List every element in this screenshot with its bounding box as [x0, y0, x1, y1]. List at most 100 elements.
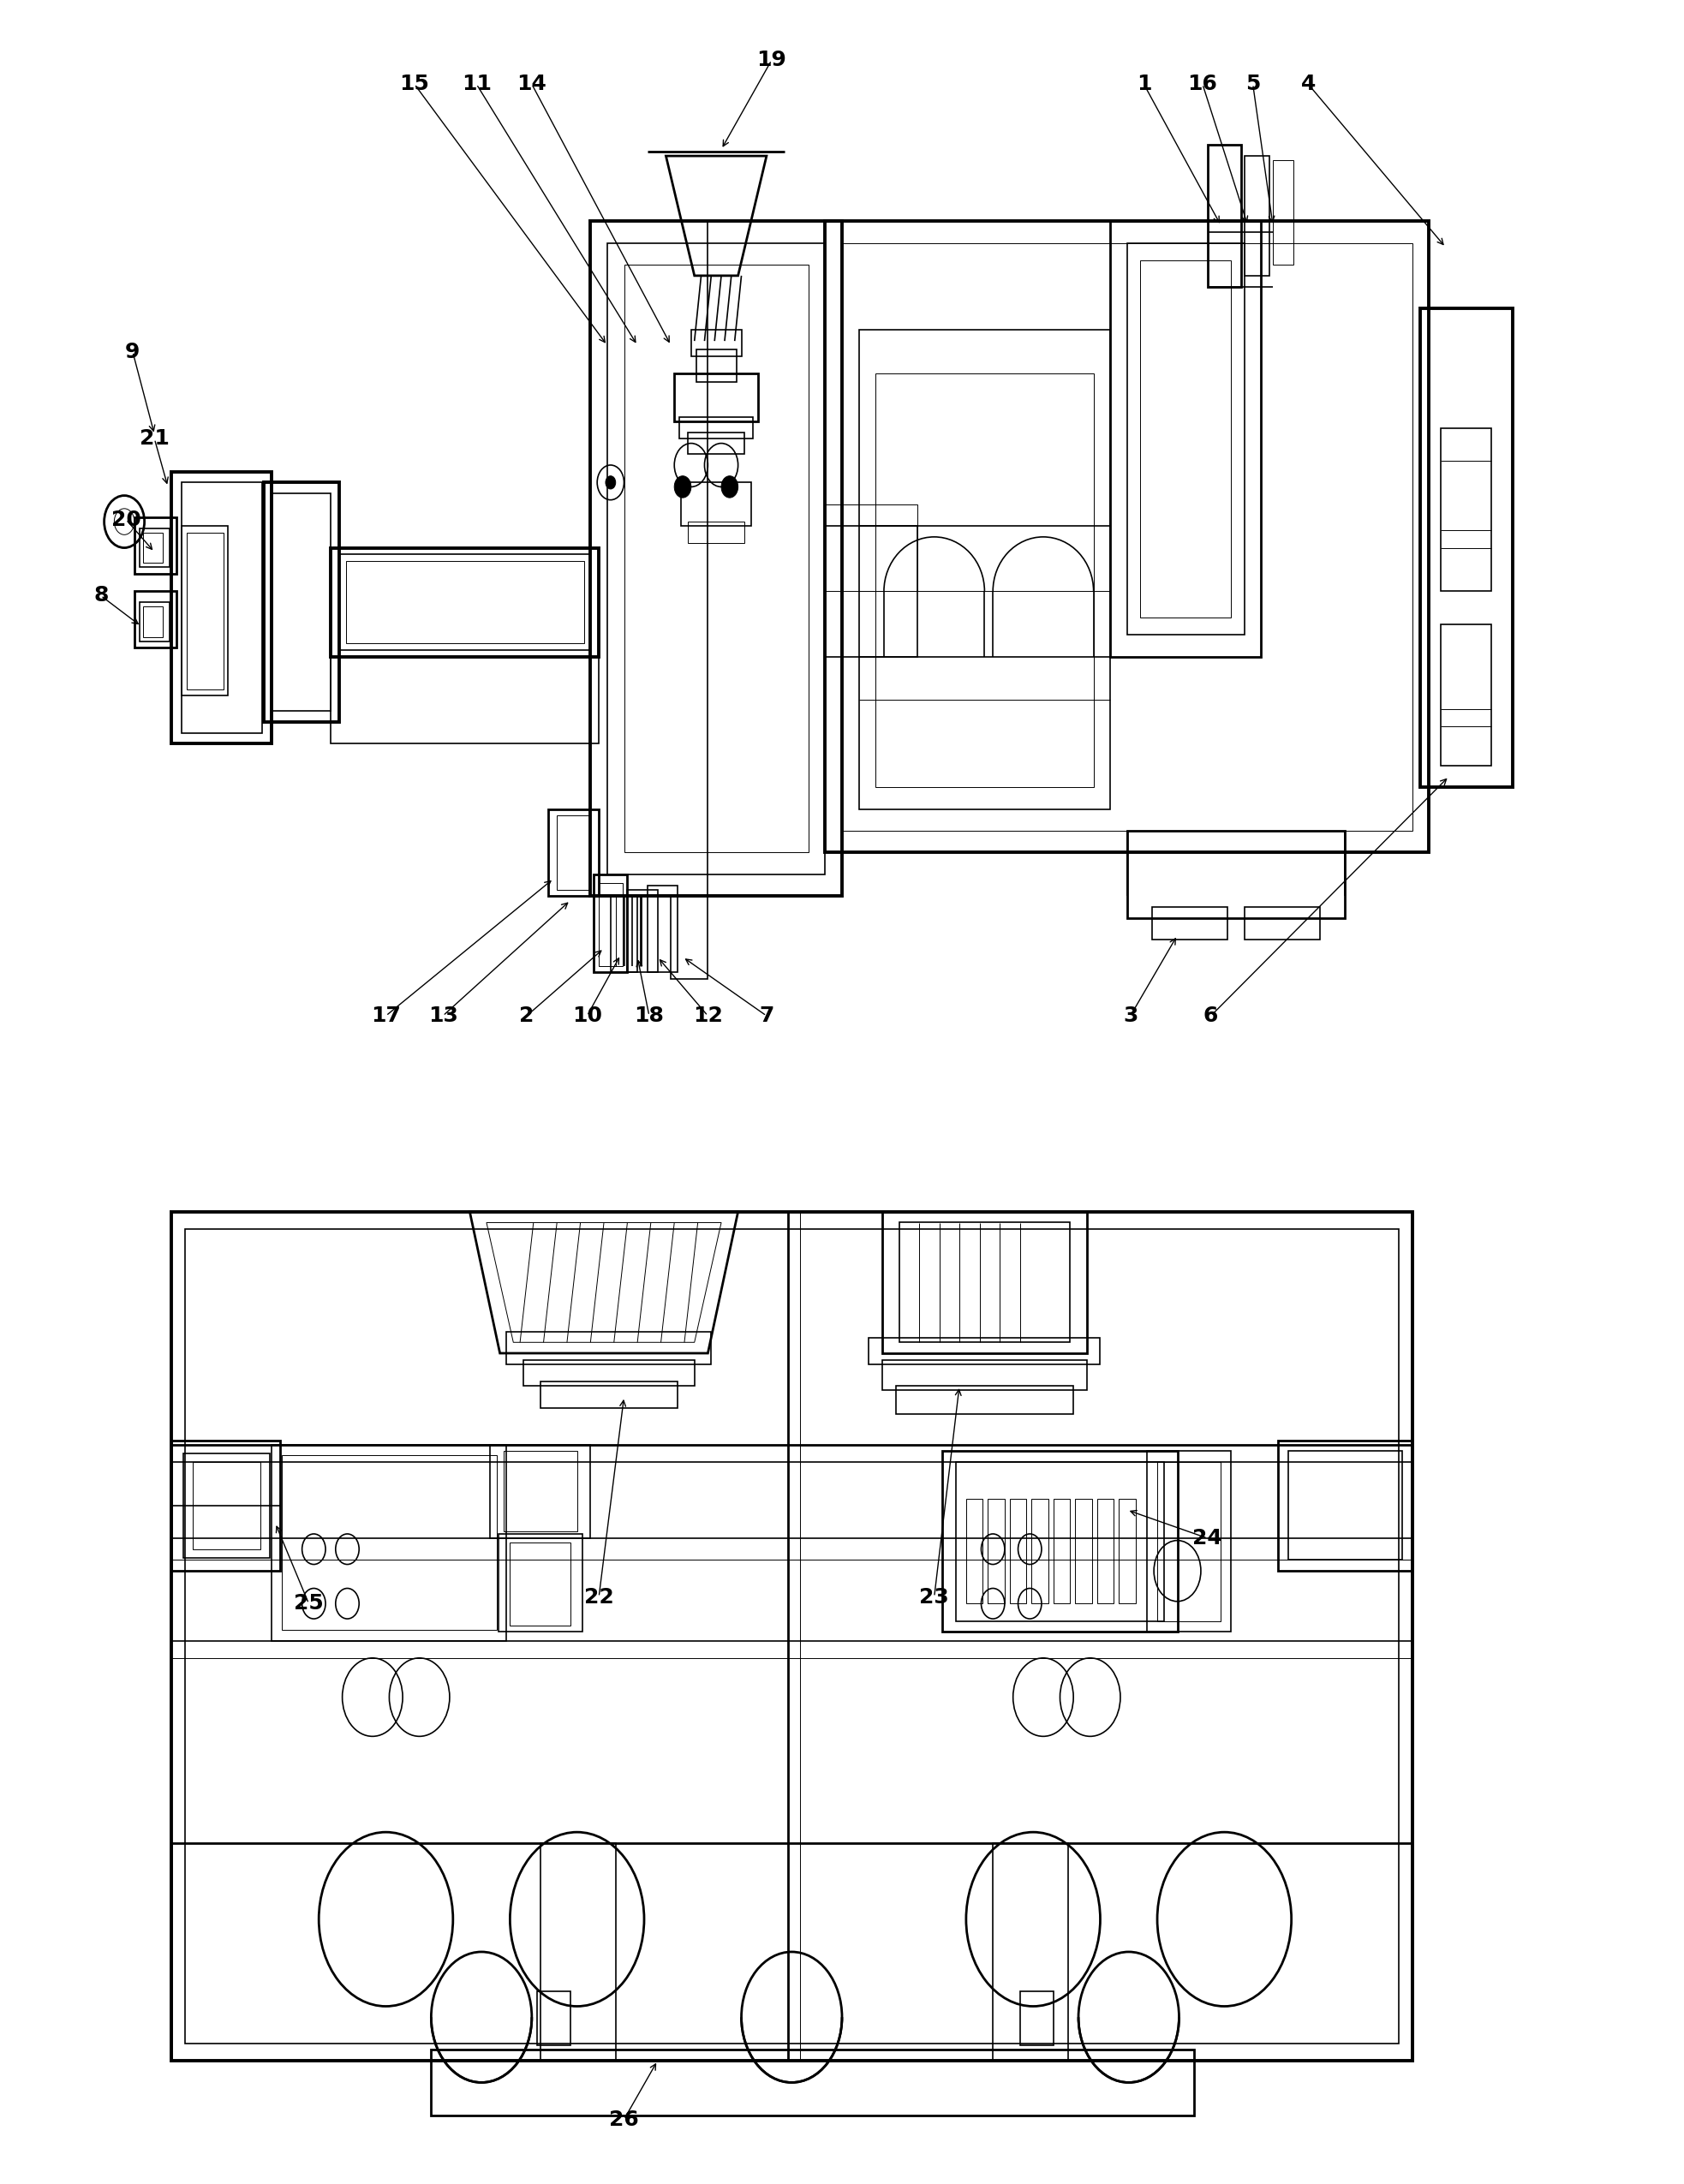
Bar: [1127, 242, 1244, 636]
Bar: [695, 349, 736, 382]
Bar: [1118, 1498, 1135, 1603]
Bar: [510, 1542, 571, 1625]
Text: 12: 12: [692, 1005, 722, 1026]
Bar: [876, 373, 1093, 786]
Bar: [507, 1332, 711, 1365]
Bar: [608, 242, 825, 874]
Bar: [172, 1439, 280, 1570]
Text: 15: 15: [399, 74, 429, 94]
Bar: [1157, 1461, 1221, 1621]
Bar: [557, 815, 591, 889]
Bar: [647, 885, 677, 972]
Bar: [143, 533, 163, 563]
Text: 10: 10: [573, 1005, 603, 1026]
Bar: [825, 505, 918, 592]
Bar: [1010, 1498, 1027, 1603]
Bar: [670, 895, 707, 978]
Text: 1: 1: [1137, 74, 1152, 94]
Text: 21: 21: [140, 428, 170, 450]
Bar: [172, 1212, 1413, 2062]
Bar: [345, 561, 584, 644]
Text: 3: 3: [1123, 1005, 1138, 1026]
Bar: [1288, 1450, 1403, 1559]
Bar: [330, 548, 600, 657]
Bar: [135, 518, 177, 574]
Bar: [859, 330, 1110, 808]
Bar: [537, 1992, 571, 2046]
Text: 2: 2: [519, 1005, 534, 1026]
Bar: [1021, 1992, 1052, 2046]
Bar: [140, 603, 170, 642]
Bar: [498, 1533, 583, 1631]
Bar: [182, 526, 229, 697]
Bar: [882, 1212, 1086, 1354]
Bar: [679, 417, 753, 439]
Bar: [184, 1452, 269, 1557]
Bar: [869, 1339, 1100, 1365]
Bar: [1032, 1498, 1047, 1603]
Bar: [490, 1444, 591, 1538]
Bar: [271, 1444, 507, 1640]
Circle shape: [606, 476, 616, 489]
Text: 19: 19: [756, 50, 786, 70]
Bar: [1273, 159, 1293, 264]
Bar: [1096, 1498, 1113, 1603]
Circle shape: [721, 476, 738, 498]
Bar: [172, 1843, 1413, 2062]
Bar: [1140, 260, 1231, 618]
Bar: [674, 373, 758, 422]
Text: 18: 18: [635, 1005, 663, 1026]
Bar: [1152, 906, 1228, 939]
Bar: [1074, 1498, 1091, 1603]
Bar: [549, 808, 600, 895]
Bar: [825, 526, 918, 657]
Bar: [1244, 906, 1320, 939]
Bar: [989, 1498, 1005, 1603]
Bar: [135, 592, 177, 649]
Bar: [1440, 625, 1490, 764]
Bar: [594, 874, 628, 972]
Bar: [690, 330, 741, 356]
Text: 25: 25: [295, 1594, 323, 1614]
Text: 8: 8: [93, 585, 108, 605]
Bar: [1440, 428, 1490, 592]
Text: 7: 7: [759, 1005, 775, 1026]
Bar: [882, 1361, 1086, 1391]
Text: 13: 13: [428, 1005, 458, 1026]
Bar: [967, 1498, 983, 1603]
Bar: [182, 483, 261, 734]
Text: 23: 23: [919, 1588, 950, 1607]
Text: 22: 22: [584, 1588, 613, 1607]
Bar: [431, 2051, 1194, 2114]
Bar: [541, 1843, 616, 2062]
Text: 20: 20: [111, 509, 141, 531]
Text: 5: 5: [1246, 74, 1260, 94]
Bar: [330, 548, 600, 745]
Bar: [187, 533, 224, 690]
Bar: [185, 1230, 1399, 2044]
Bar: [1244, 155, 1270, 275]
Bar: [504, 1450, 578, 1531]
Text: 14: 14: [517, 74, 547, 94]
Text: 26: 26: [610, 2110, 638, 2129]
Bar: [1207, 144, 1241, 286]
Bar: [524, 1361, 694, 1387]
Bar: [1127, 830, 1346, 917]
Bar: [281, 1455, 497, 1629]
Bar: [1147, 1450, 1231, 1631]
Text: 4: 4: [1300, 74, 1315, 94]
Bar: [600, 882, 623, 965]
Bar: [611, 895, 638, 972]
Bar: [687, 432, 744, 454]
Bar: [896, 1387, 1073, 1415]
Bar: [172, 472, 271, 745]
Bar: [140, 529, 170, 568]
Bar: [1421, 308, 1512, 786]
Text: 9: 9: [125, 341, 140, 363]
Bar: [263, 483, 338, 723]
Bar: [271, 494, 330, 712]
Bar: [143, 607, 163, 638]
Text: 16: 16: [1187, 74, 1218, 94]
Text: 17: 17: [370, 1005, 401, 1026]
Bar: [541, 1382, 677, 1409]
